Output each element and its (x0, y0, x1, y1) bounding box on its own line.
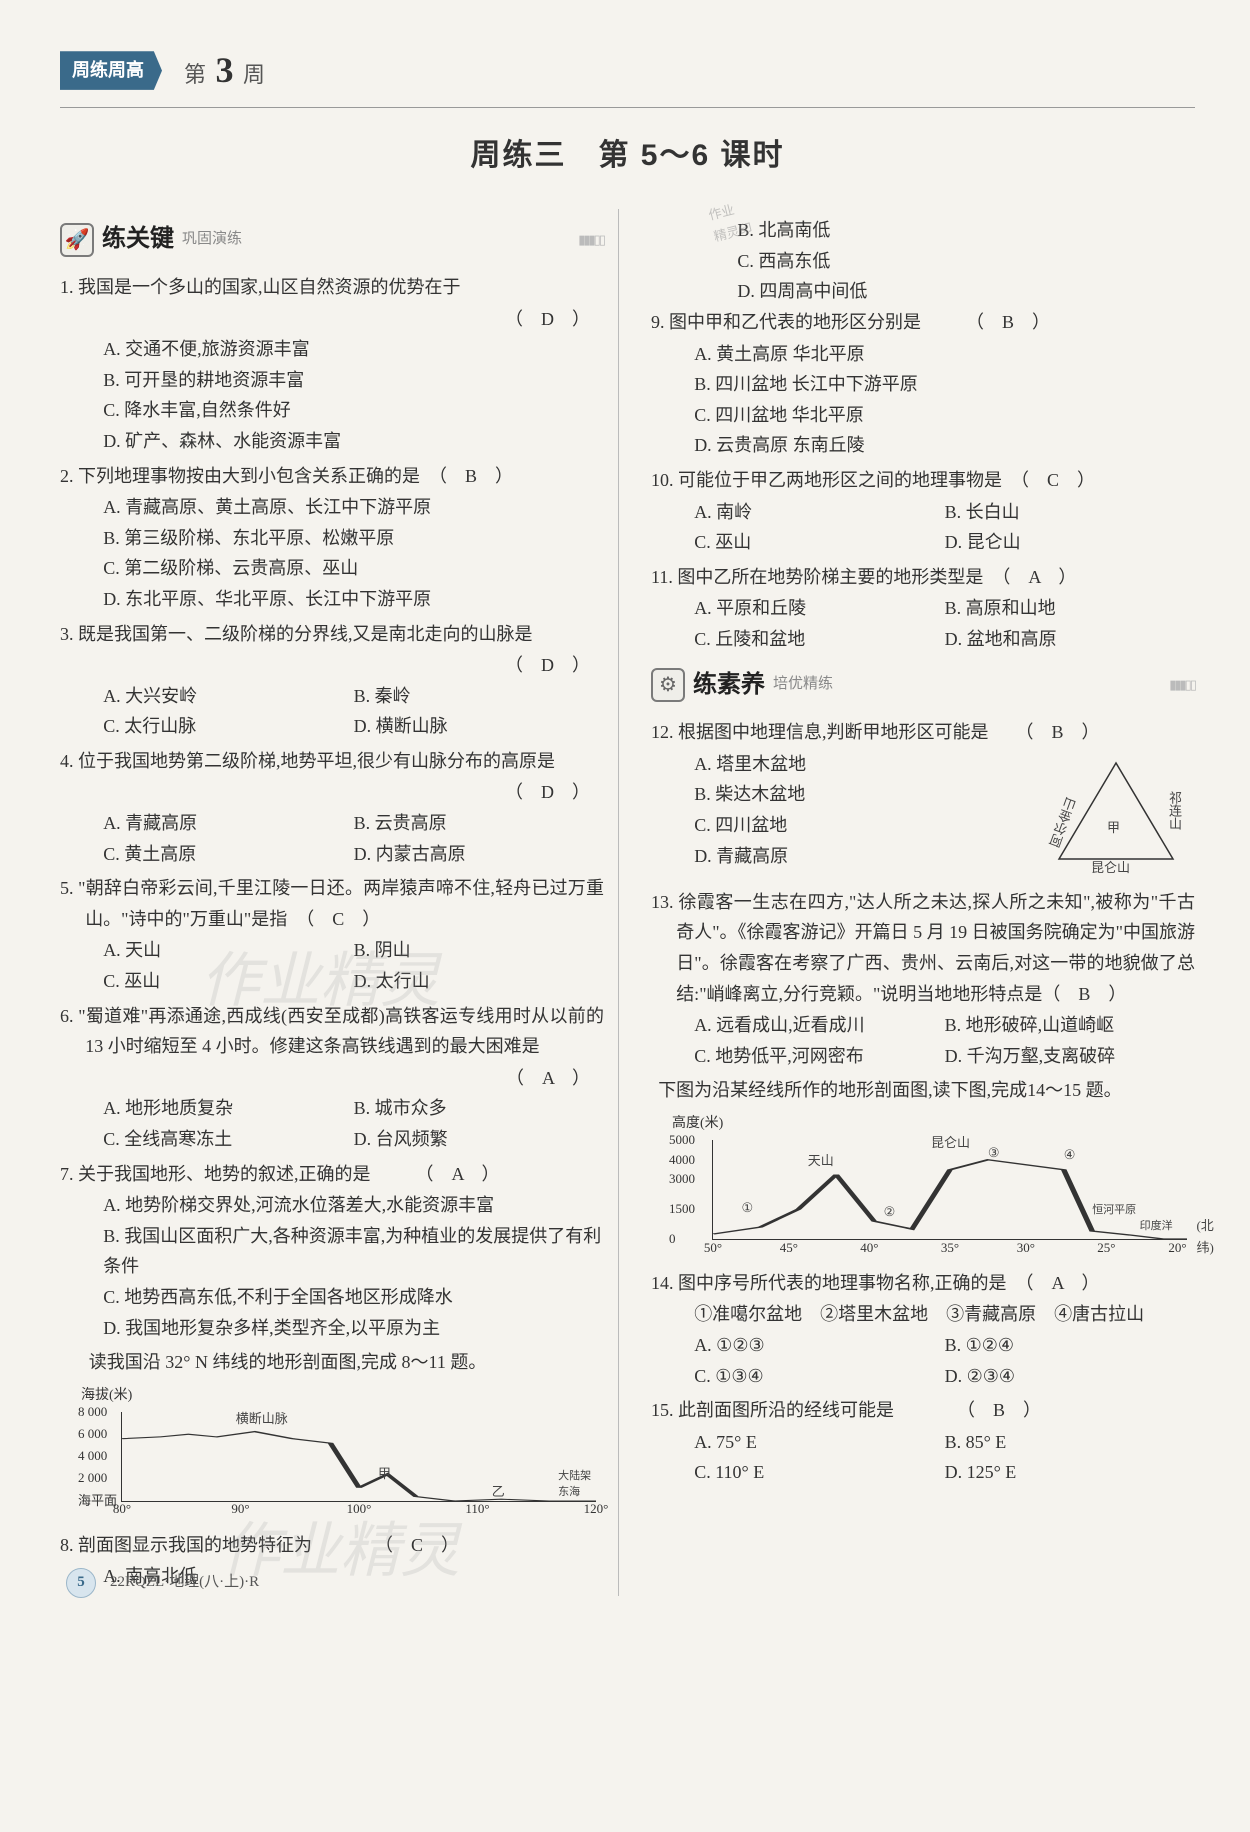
question-7: 7. 关于我国地形、地势的叙述,正确的是 （ A ） A. 地势阶梯交界处,河流… (60, 1159, 604, 1344)
answer-11: A (1028, 567, 1040, 587)
triangle-diagram: 阿尔金山 祁连山 昆仑山 甲 (1041, 751, 1191, 881)
page-footer: 5 22RQZL·地理(八·上)·R (66, 1568, 259, 1598)
q14-subitems: ①准噶尔盆地 ②塔里木盆地 ③青藏高原 ④唐古拉山 (651, 1299, 1195, 1330)
question-13: 13. 徐霞客一生志在四方,"达人所之未达,探人所之未知",被称为"千古奇人"。… (651, 887, 1195, 1072)
question-4: 4. 位于我国地势第二级阶梯,地势平坦,很少有山脉分布的高原是 （ D ） A.… (60, 746, 604, 869)
answer-3: （ D ） (505, 650, 590, 681)
profile-chart-32n: 海拔(米) 8 000 6 000 4 000 2 000 海平面 80° 90… (81, 1384, 604, 1526)
question-14: 14. 图中序号所代表的地理事物名称,正确的是 （ A ） ①准噶尔盆地 ②塔里… (651, 1268, 1195, 1391)
answer-7: A (452, 1164, 464, 1184)
right-column: B. 北高南低 C. 西高东低 D. 四周高中间低 9. 图中甲和乙代表的地形区… (647, 209, 1195, 1596)
question-10: 10. 可能位于甲乙两地形区之间的地理事物是 （ C ） A. 南岭 B. 长白… (651, 465, 1195, 558)
answer-8: C (411, 1535, 423, 1555)
worksheet-page: 周练周高 第 3 周 周练三 第 5～6 课时 作业精灵印 🚀 练关键 巩固演练… (0, 0, 1250, 1626)
page-title: 周练三 第 5～6 课时 (60, 130, 1195, 181)
rocket-icon: 🚀 (60, 223, 94, 257)
question-3: 3. 既是我国第一、二级阶梯的分界线,又是南北走向的山脉是 （ D ） A. 大… (60, 619, 604, 742)
answer-13: B (1078, 984, 1090, 1004)
answer-14: A (1052, 1273, 1064, 1293)
section-1-header: 🚀 练关键 巩固演练 ▮▮▮▯▯ (60, 219, 604, 260)
profile-chart-meridian: 高度(米) 5000 4000 3000 1500 0 50° 45° 40° … (672, 1112, 1195, 1264)
question-5: 5. "朝辞白帝彩云间,千里江陵一日还。两岸猿声啼不住,轻舟已过万重山。"诗中的… (60, 873, 604, 996)
footer-code: 22RQZL·地理(八·上)·R (110, 1570, 259, 1596)
question-6: 6. "蜀道难"再添通途,西成线(西安至成都)高铁客运专线用时从以前的 13 小… (60, 1001, 604, 1155)
question-12: 12. 根据图中地理信息,判断甲地形区可能是 （ B ） 阿尔金山 祁连山 昆仑… (651, 717, 1195, 883)
answer-15: B (993, 1400, 1005, 1420)
answer-2: B (465, 466, 477, 486)
answer-6: （ A ） (506, 1063, 590, 1094)
gear-icon: ⚙ (651, 668, 685, 702)
answer-5: C (332, 909, 344, 929)
profile-line-1 (122, 1412, 596, 1501)
answer-12: B (1052, 722, 1064, 742)
answer-1: （ D ） (505, 304, 590, 335)
context-14-15: 下图为沿某经线所作的地形剖面图,读下图,完成14～15 题。 (651, 1075, 1195, 1106)
profile-line-2 (713, 1140, 1187, 1239)
content-columns: 🚀 练关键 巩固演练 ▮▮▮▯▯ 1. 我国是一个多山的国家,山区自然资源的优势… (60, 209, 1195, 1596)
q8-opt-c: C. 西高东低 (694, 246, 1195, 277)
series-badge: 周练周高 (60, 51, 162, 90)
section-1-title: 练关键 (102, 219, 174, 260)
section-1-bar: ▮▮▮▯▯ (578, 229, 604, 251)
page-header: 周练周高 第 3 周 (60, 40, 1195, 108)
section-2-header: ⚙ 练素养 培优精练 ▮▮▮▯▯ (651, 665, 1195, 706)
answer-9: B (1002, 312, 1014, 332)
question-15: 15. 此剖面图所沿的经线可能是 （ B ） A. 75° E B. 85° E… (651, 1395, 1195, 1488)
section-2-title: 练素养 (693, 665, 765, 706)
answer-4: （ D ） (505, 777, 590, 808)
q8-opt-d: D. 四周高中间低 (694, 276, 1195, 307)
question-2: 2. 下列地理事物按由大到小包含关系正确的是 （ B ） A. 青藏高原、黄土高… (60, 461, 604, 615)
question-11: 11. 图中乙所在地势阶梯主要的地形类型是 （ A ） A. 平原和丘陵 B. … (651, 562, 1195, 655)
context-8-11: 读我国沿 32° N 纬线的地形剖面图,完成 8～11 题。 (60, 1347, 604, 1378)
section-2-bar: ▮▮▮▯▯ (1169, 674, 1195, 696)
question-1: 1. 我国是一个多山的国家,山区自然资源的优势在于 （ D ） A. 交通不便,… (60, 272, 604, 457)
section-1-sub: 巩固演练 (182, 227, 242, 253)
section-2-sub: 培优精练 (773, 672, 833, 698)
left-column: 🚀 练关键 巩固演练 ▮▮▮▯▯ 1. 我国是一个多山的国家,山区自然资源的优势… (60, 209, 619, 1596)
question-9: 9. 图中甲和乙代表的地形区分别是 （ B ） A. 黄土高原 华北平原 B. … (651, 307, 1195, 461)
answer-10: C (1047, 470, 1059, 490)
page-number: 5 (66, 1568, 96, 1598)
week-label: 第 3 周 (184, 40, 265, 101)
q8-opt-b: B. 北高南低 (694, 215, 1195, 246)
